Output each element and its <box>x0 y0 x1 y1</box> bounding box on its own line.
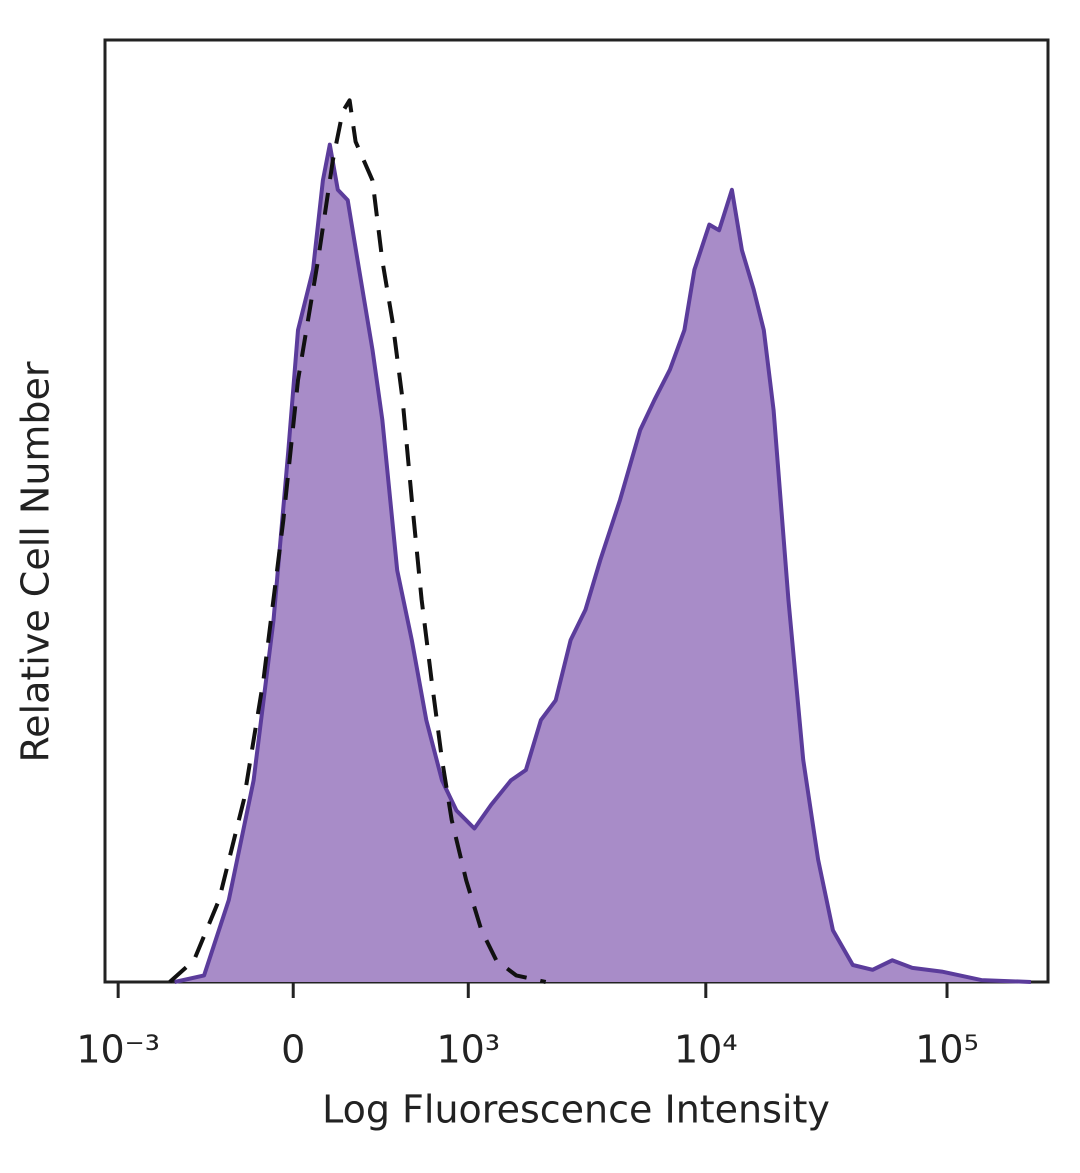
x-axis-title: Log Fluorescence Intensity <box>322 1088 830 1132</box>
histogram-line <box>174 142 1031 984</box>
y-axis-title: Relative Cell Number <box>14 361 58 762</box>
x-tick-label: 10⁻³ <box>76 1028 160 1072</box>
x-tick-label: 10³ <box>436 1028 500 1072</box>
x-tick-label: 10⁴ <box>674 1028 738 1072</box>
x-tick-label: 10⁵ <box>915 1028 979 1072</box>
x-tick-label: 0 <box>281 1028 305 1072</box>
histogram-area <box>174 144 1031 983</box>
